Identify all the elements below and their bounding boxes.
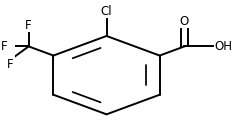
Text: O: O bbox=[180, 15, 189, 28]
Text: F: F bbox=[0, 40, 7, 53]
Text: F: F bbox=[25, 19, 32, 32]
Text: OH: OH bbox=[214, 40, 232, 53]
Text: Cl: Cl bbox=[101, 5, 112, 18]
Text: F: F bbox=[7, 58, 13, 71]
